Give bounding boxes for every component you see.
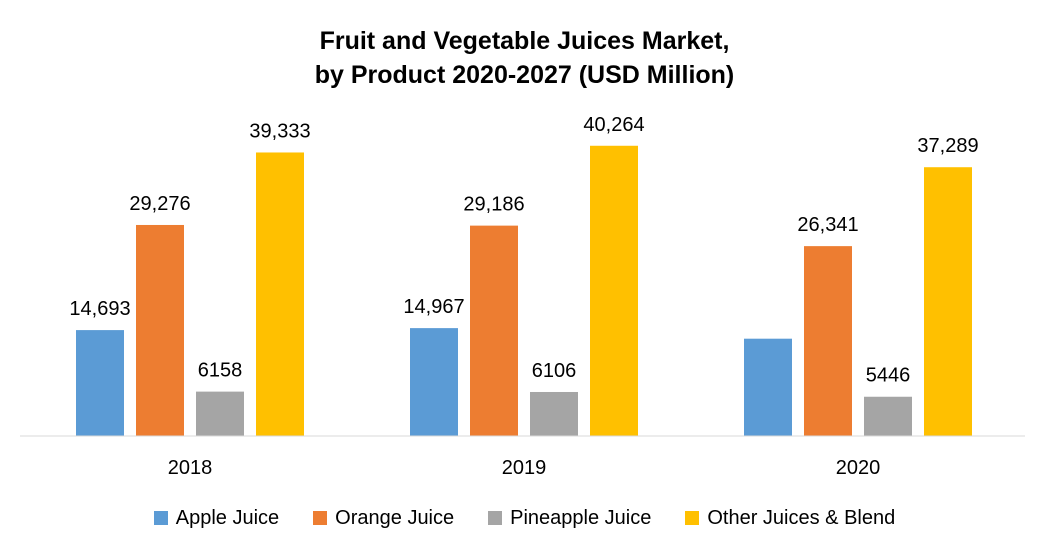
data-label-other-juices-blend-2020: 37,289 bbox=[917, 135, 978, 157]
legend-item-apple-juice: Apple Juice bbox=[153, 506, 280, 530]
legend-label: Other Juices & Blend bbox=[707, 506, 896, 529]
bar-other-juices-blend-2018 bbox=[256, 152, 304, 436]
bar-orange-juice-2019 bbox=[470, 225, 518, 436]
bars-group bbox=[76, 145, 972, 436]
data-label-apple-juice-2019: 14,967 bbox=[403, 296, 464, 318]
bar-other-juices-blend-2020 bbox=[924, 167, 972, 436]
data-label-other-juices-blend-2018: 39,333 bbox=[249, 120, 310, 142]
legend-swatch bbox=[488, 511, 503, 525]
bar-pineapple-juice-2019 bbox=[530, 391, 578, 436]
chart-title: Fruit and Vegetable Juices Market, by Pr… bbox=[0, 24, 1049, 92]
chart-title-line-2: by Product 2020-2027 (USD Million) bbox=[314, 61, 735, 89]
data-label-orange-juice-2020: 26,341 bbox=[797, 214, 858, 236]
legend-label: Pineapple Juice bbox=[510, 506, 652, 529]
data-label-pineapple-juice-2019: 6106 bbox=[532, 360, 577, 382]
legend-swatch bbox=[313, 511, 328, 525]
legend-label: Orange Juice bbox=[335, 506, 455, 529]
x-tick-label-2020: 2020 bbox=[836, 457, 881, 479]
data-label-apple-juice-2018: 14,693 bbox=[69, 298, 130, 320]
legend-swatch bbox=[153, 511, 168, 525]
chart-title-line-1: Fruit and Vegetable Juices Market, bbox=[319, 27, 730, 55]
bar-apple-juice-2020 bbox=[744, 338, 792, 436]
data-label-pineapple-juice-2020: 5446 bbox=[866, 365, 911, 387]
bar-orange-juice-2020 bbox=[804, 246, 852, 436]
legend-item-pineapple-juice: Pineapple Juice bbox=[488, 507, 651, 530]
legend-swatch bbox=[685, 511, 700, 525]
bar-apple-juice-2018 bbox=[76, 330, 124, 436]
legend-item-other-juices-blend: Other Juices & Blend bbox=[685, 507, 895, 530]
data-label-other-juices-blend-2019: 40,264 bbox=[583, 114, 644, 136]
data-label-pineapple-juice-2018: 6158 bbox=[198, 360, 243, 382]
bar-pineapple-juice-2018 bbox=[196, 391, 244, 436]
legend: Apple Juice Orange Juice Pineapple Juice Ot… bbox=[0, 503, 1049, 533]
bar-other-juices-blend-2019 bbox=[590, 145, 638, 436]
data-labels-group: 14,693 29,276 6158 39,333 14,967 29,186 6106 40… bbox=[69, 114, 978, 387]
data-label-orange-juice-2018: 29,276 bbox=[129, 193, 190, 215]
x-tick-labels-group: 2018 2019 2020 bbox=[168, 457, 881, 479]
data-label-orange-juice-2019: 29,186 bbox=[463, 194, 524, 216]
legend-label: Apple Juice bbox=[175, 506, 280, 529]
legend-item-orange-juice: Orange Juice bbox=[313, 507, 454, 530]
bar-apple-juice-2019 bbox=[410, 328, 458, 436]
x-tick-label-2019: 2019 bbox=[502, 457, 547, 479]
bar-orange-juice-2018 bbox=[136, 224, 184, 436]
bar-pineapple-juice-2020 bbox=[864, 396, 912, 436]
x-tick-label-2018: 2018 bbox=[168, 457, 213, 479]
